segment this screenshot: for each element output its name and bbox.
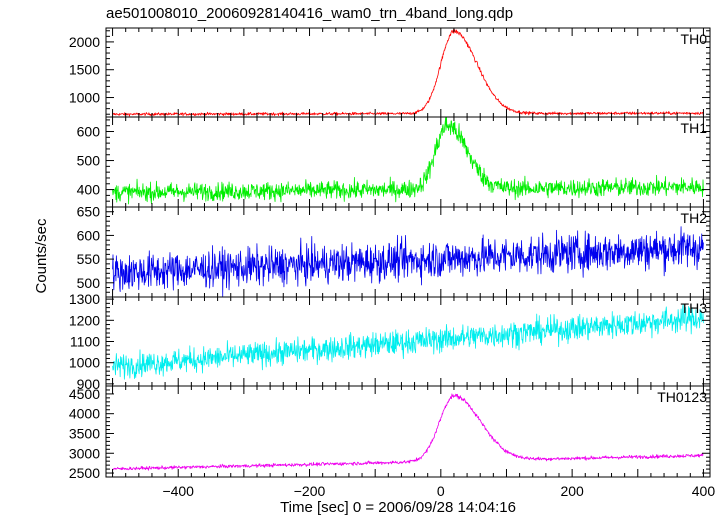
- chart-title: ae501008010_20060928140416_wam0_trn_4ban…: [106, 5, 513, 22]
- y-tick-label: 900: [77, 376, 101, 392]
- series-th0123: [112, 393, 704, 471]
- y-tick-label: 600: [77, 227, 101, 243]
- y-tick-label: 4000: [69, 406, 100, 422]
- panel-th2: 500 550 600 650 TH2: [77, 204, 711, 298]
- y-tick-label: 500: [77, 275, 101, 291]
- y-tick-label: 1000: [69, 90, 100, 106]
- panel-label: TH0123: [657, 389, 707, 405]
- panel-label: TH1: [681, 120, 708, 136]
- panel-th0: 1000 1500 2000 TH0: [69, 27, 711, 118]
- panel-label: TH2: [681, 210, 708, 226]
- x-tick-label: −200: [294, 483, 326, 499]
- y-tick-label: 1200: [69, 312, 100, 328]
- x-tick-label: 400: [692, 483, 716, 499]
- panel-label: TH0: [681, 31, 708, 47]
- y-tick-label: 3000: [69, 445, 100, 461]
- series-th1: [112, 117, 704, 205]
- x-axis-label: Time [sec] 0 = 2006/09/28 14:04:16: [280, 499, 516, 516]
- y-tick-label: 1300: [69, 291, 100, 307]
- y-tick-label: 2000: [69, 34, 100, 50]
- y-tick-label: 1500: [69, 62, 100, 78]
- y-tick-label: 550: [77, 251, 101, 267]
- y-axis-label: Counts/sec: [33, 218, 50, 294]
- series-th3: [112, 304, 704, 380]
- y-tick-label: 3500: [69, 425, 100, 441]
- panel-th1: 400 500 600 TH1: [77, 116, 711, 208]
- y-tick-label: 1100: [70, 334, 100, 350]
- panel-th3: 900 1000 1100 1200 1300 TH3: [69, 291, 711, 392]
- x-tick-label: 0: [437, 483, 445, 499]
- y-tick-label: 600: [77, 124, 101, 140]
- y-tick-label: 400: [77, 182, 101, 198]
- panel-th0123: 2500 3000 3500 4000 4500 TH0123: [69, 385, 711, 481]
- y-tick-label: 650: [77, 204, 101, 220]
- panel-label: TH3: [681, 300, 708, 316]
- series-th0: [112, 28, 704, 117]
- y-tick-label: 1000: [69, 355, 100, 371]
- x-tick-label: −400: [162, 483, 194, 499]
- y-tick-label: 500: [77, 153, 101, 169]
- y-tick-label: 2500: [69, 465, 100, 481]
- panel-frame: [105, 385, 711, 478]
- x-tick-label: 200: [560, 483, 584, 499]
- panel-frame: [105, 27, 711, 118]
- y-tick-label: 4500: [69, 386, 100, 402]
- series-th2: [112, 226, 704, 297]
